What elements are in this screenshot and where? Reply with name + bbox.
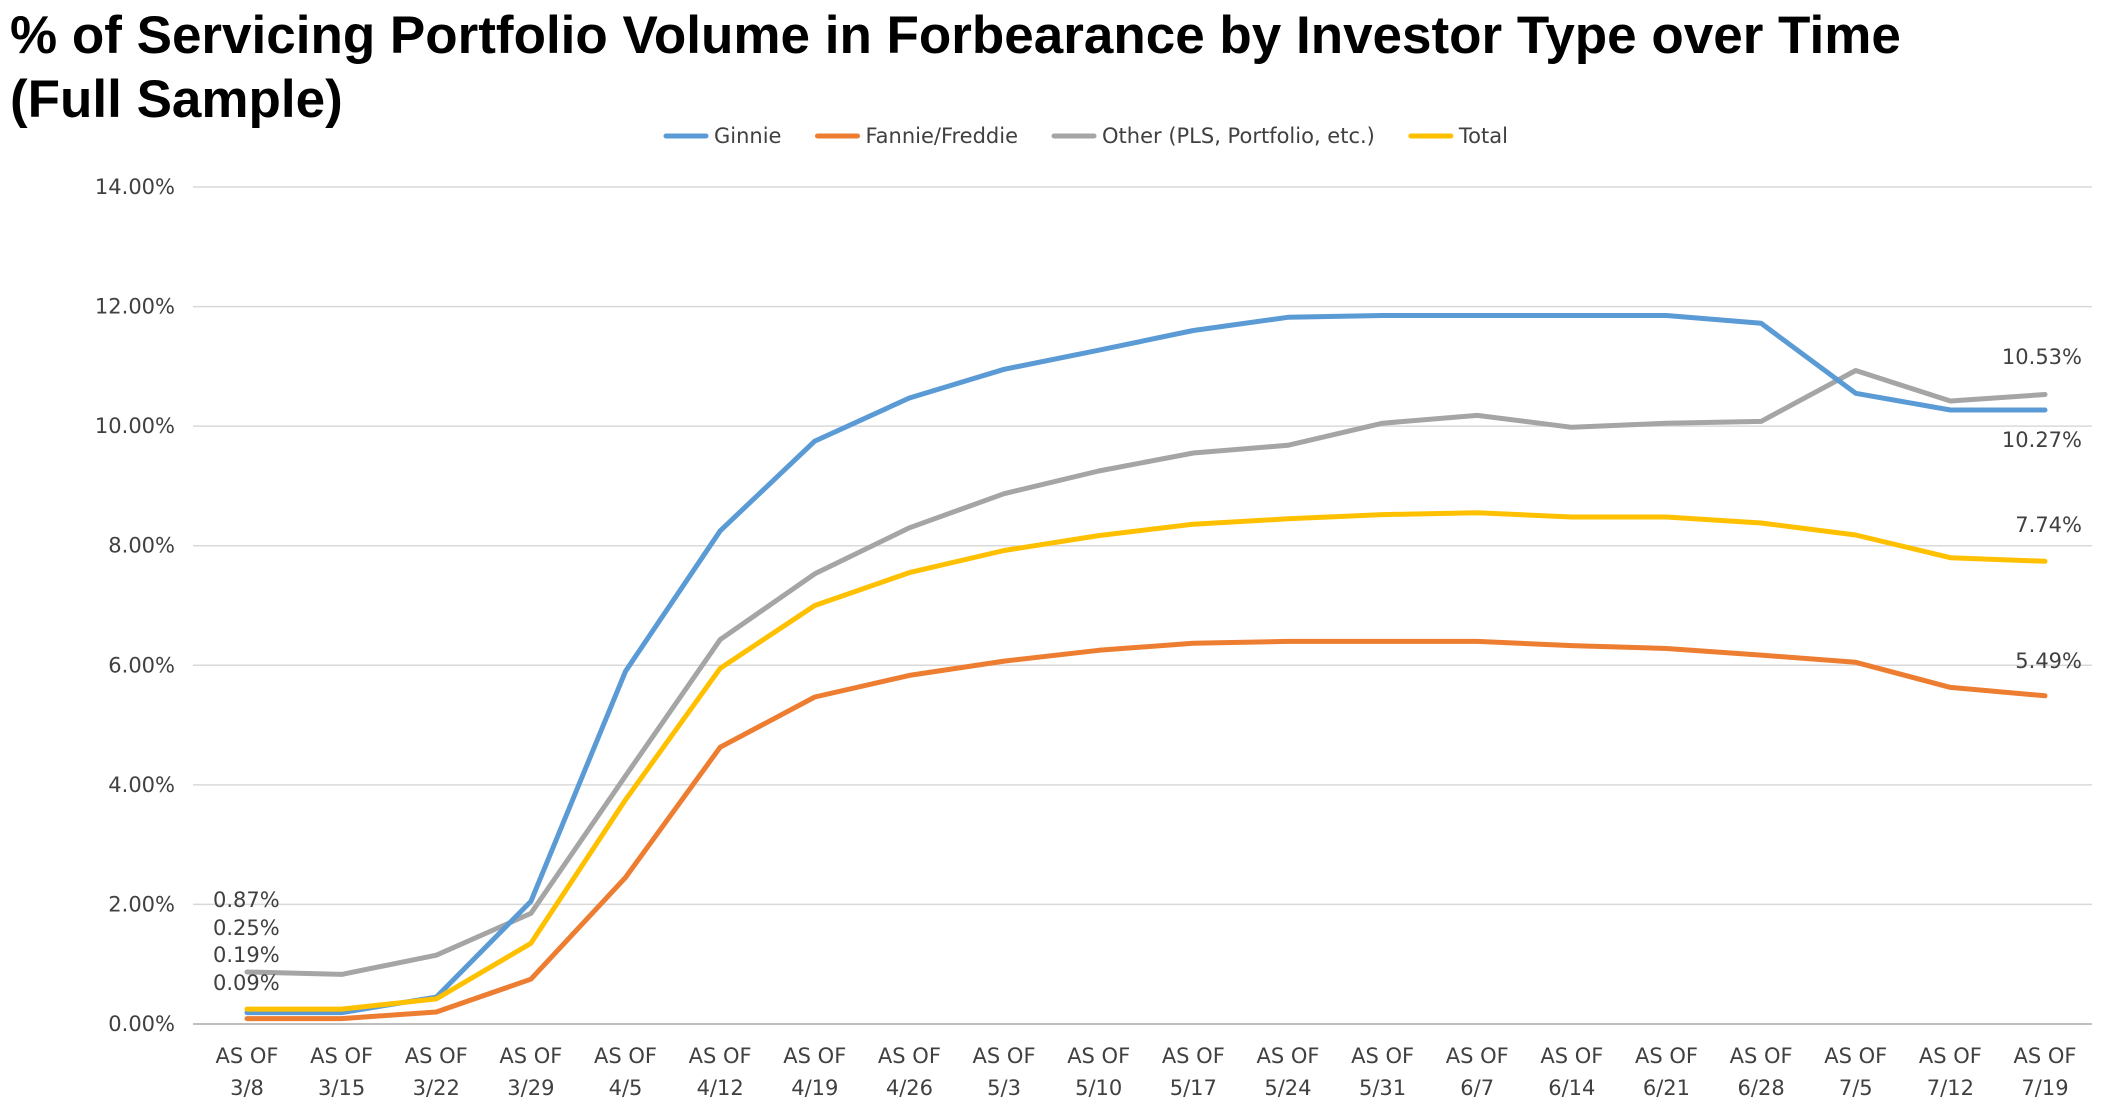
y-tick-label: 8.00% [108,534,175,558]
series-line-other-pls-portfolio-etc [244,368,2048,977]
data-label: 7.74% [2015,513,2082,537]
y-tick-label: 2.00% [108,892,175,916]
data-label: 10.27% [2002,428,2082,452]
y-tick-label: 10.00% [95,414,175,438]
x-tick-label: AS OF 6/28 [1730,1044,1793,1100]
legend: Ginnie Fannie/Freddie Other (PLS, Portfoli… [663,124,1508,148]
series-line-total [244,510,2048,1012]
data-label: 0.25% [213,916,280,940]
x-tick-label: AS OF 4/19 [783,1044,846,1100]
data-label: 10.53% [2002,345,2082,369]
legend-label: Total [1458,124,1508,148]
x-tick-label: AS OF 5/31 [1351,1044,1414,1100]
x-tick-label: AS OF 6/21 [1635,1044,1698,1100]
x-tick-label: AS OF 3/8 [216,1044,279,1100]
x-tick-label: AS OF 5/24 [1256,1044,1319,1100]
data-label: 5.49% [2015,649,2082,673]
x-tick-label: AS OF 3/15 [310,1044,373,1100]
legend-label: Other (PLS, Portfolio, etc.) [1102,124,1375,148]
x-tick-label: AS OF 6/7 [1446,1044,1509,1100]
x-tick-label: AS OF 3/22 [405,1044,468,1100]
x-tick-label: AS OF 3/29 [499,1044,562,1100]
chart-title-line-1: % of Servicing Portfolio Volume in Forbe… [10,6,1901,65]
y-tick-label: 4.00% [108,773,175,797]
x-tick-label: AS OF 7/12 [1919,1044,1982,1100]
series-line-ginnie [244,313,2048,1016]
y-tick-label: 14.00% [95,175,175,199]
x-tick-label: AS OF 4/12 [689,1044,752,1100]
x-axis: AS OF 3/8 AS OF 3/15 AS OF 3/22 AS OF 3/29 AS OF… [216,1044,2077,1100]
x-tick-label: AS OF 5/3 [973,1044,1036,1100]
series-line-fannie-freddie [244,638,2048,1022]
y-axis: 0.00% 2.00% 4.00% 6.00% 8.00% 10.00% 12.00% 14.… [95,175,175,1036]
data-label: 0.09% [213,971,280,995]
data-label: 0.87% [213,888,280,912]
x-tick-label: AS OF 5/10 [1067,1044,1130,1100]
data-label: 0.19% [213,943,280,967]
y-tick-label: 12.00% [95,295,175,319]
x-tick-label: AS OF 4/26 [878,1044,941,1100]
chart-title-line-2: (Full Sample) [10,70,343,129]
x-tick-label: AS OF 7/19 [2014,1044,2077,1100]
legend-label: Fannie/Freddie [865,124,1018,148]
y-tick-label: 0.00% [108,1012,175,1036]
x-tick-label: AS OF 4/5 [594,1044,657,1100]
legend-label: Ginnie [714,124,781,148]
x-tick-label: AS OF 5/17 [1162,1044,1225,1100]
gridlines [193,186,2092,1025]
data-labels: 0.87% 0.25% 0.19% 0.09% 10.53% 10.27% 7.74% 5.4… [213,345,2082,995]
series-lines [244,313,2048,1022]
y-tick-label: 6.00% [108,653,175,677]
x-tick-label: AS OF 6/14 [1540,1044,1603,1100]
chart-title: % of Servicing Portfolio Volume in Forbe… [10,4,2115,132]
x-tick-label: AS OF 7/5 [1824,1044,1887,1100]
